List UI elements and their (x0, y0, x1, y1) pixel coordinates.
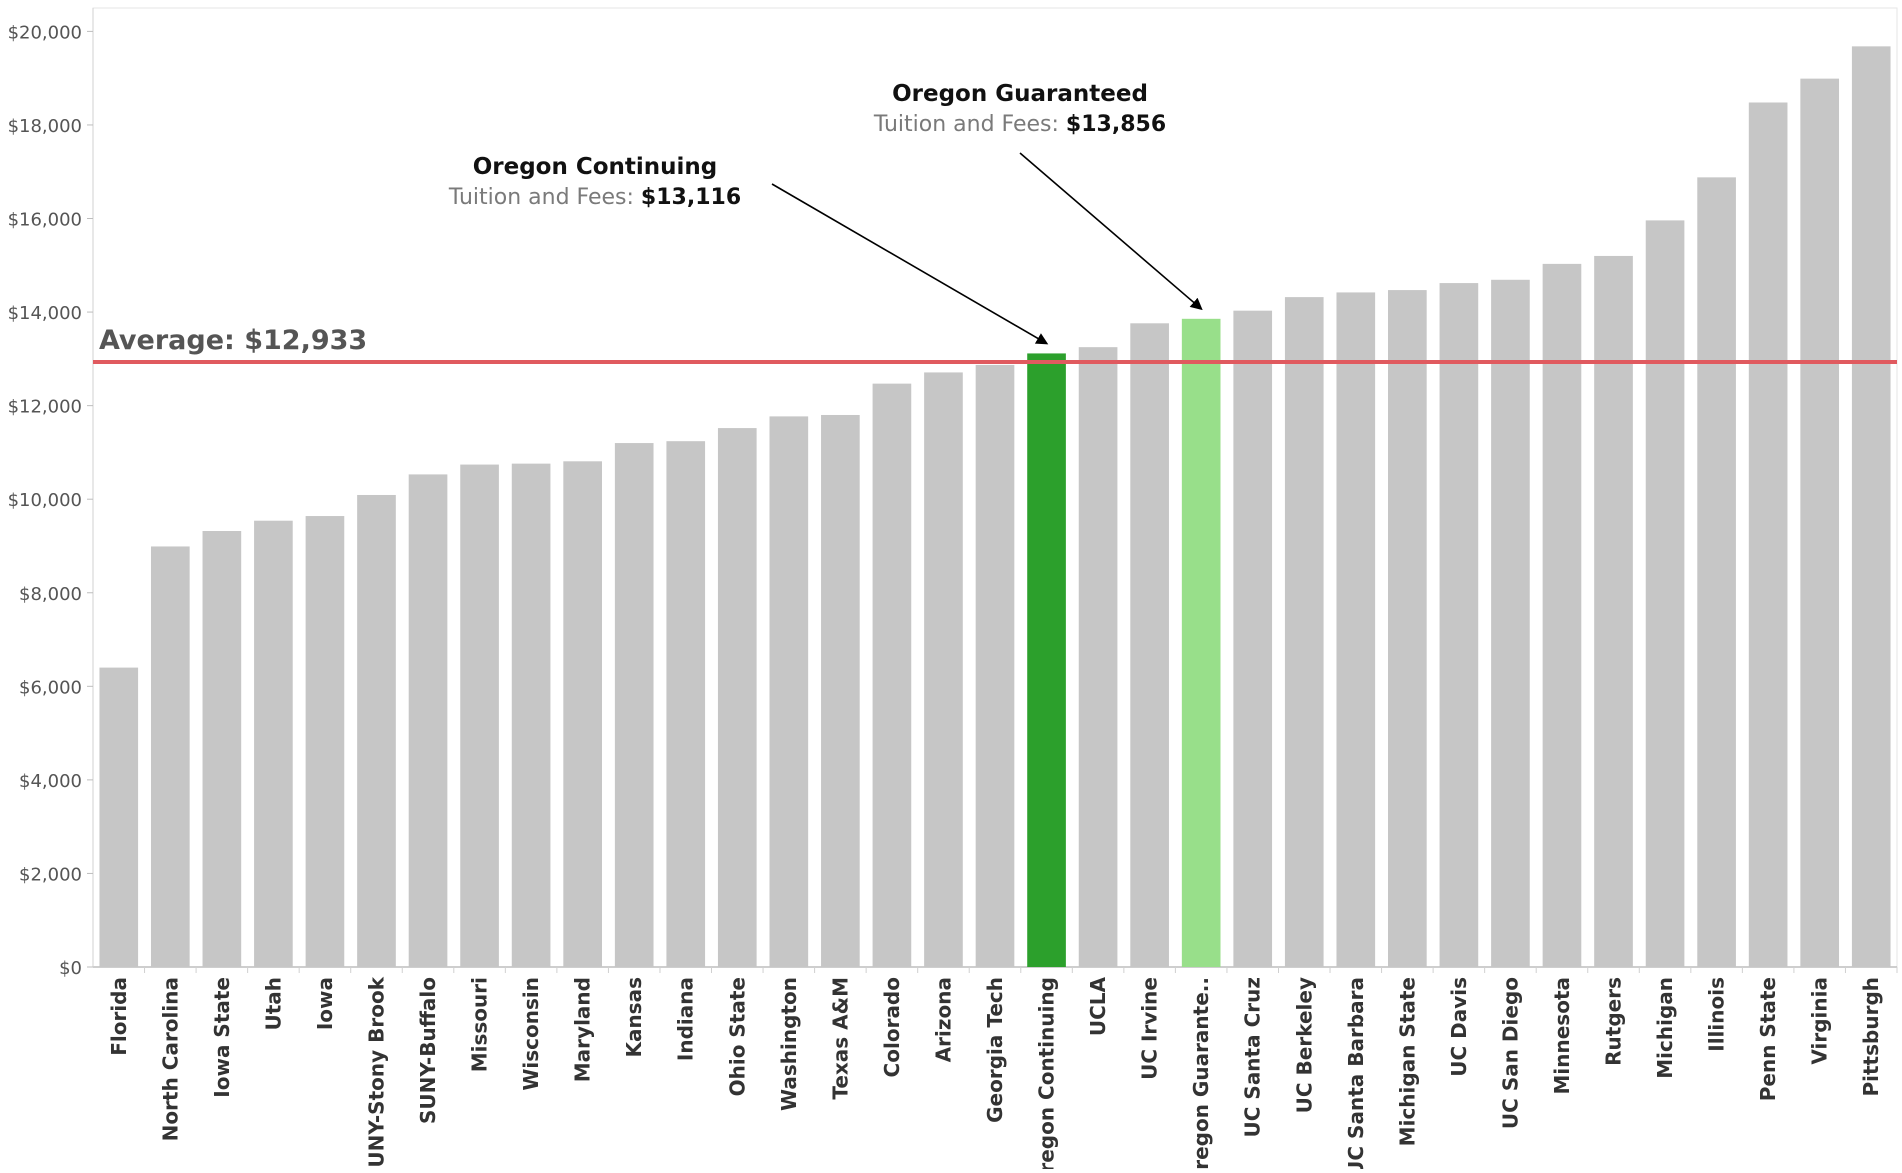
bar (1697, 177, 1736, 968)
bar (202, 531, 242, 967)
bar (1233, 310, 1273, 967)
category-label: Illinois (1705, 977, 1729, 1052)
bar (821, 414, 860, 967)
bar (99, 667, 139, 967)
bar (563, 461, 602, 967)
y-tick-label: $6,000 (19, 677, 82, 698)
annotation-subtitle: Tuition and Fees: $13,856 (873, 112, 1166, 137)
category-label: Florida (107, 977, 131, 1056)
bar (1594, 255, 1633, 967)
bar (1027, 353, 1066, 967)
bar (872, 383, 912, 967)
category-label: Michigan (1653, 977, 1677, 1079)
bar (1284, 297, 1324, 968)
annotation-title: Oregon Continuing (473, 154, 718, 180)
y-tick-label: $10,000 (8, 490, 82, 511)
category-label: Virginia (1808, 977, 1832, 1065)
category-label: Washington (777, 977, 801, 1111)
category-label: SUNY-Stony Brook (364, 976, 388, 1169)
category-label: Kansas (622, 977, 646, 1058)
category-label: Utah (261, 977, 285, 1031)
category-label: Wisconsin (519, 977, 543, 1091)
category-label: UC Irvine (1138, 977, 1162, 1080)
category-label: UC Berkeley (1292, 977, 1316, 1113)
y-tick-label: $18,000 (8, 116, 82, 137)
category-label: Texas A&M (828, 977, 852, 1100)
category-label: Iowa State (210, 977, 234, 1098)
category-label: SUNY-Buffalo (416, 977, 440, 1124)
bar (1181, 318, 1221, 967)
bar (769, 416, 809, 967)
annotation-value: $13,116 (641, 185, 741, 210)
category-label: Michigan State (1395, 977, 1419, 1146)
category-label: Indiana (674, 977, 698, 1061)
y-tick-label: $2,000 (19, 864, 82, 885)
bar (717, 428, 757, 968)
category-label: UC Davis (1447, 977, 1471, 1077)
category-label: Maryland (571, 977, 595, 1082)
category-label: North Carolina (158, 977, 182, 1141)
category-label: Minnesota (1550, 977, 1574, 1095)
category-label: Oregon Continuing (1035, 977, 1059, 1169)
bar (666, 441, 706, 967)
annotation-title: Oregon Guaranteed (892, 81, 1148, 107)
bar (1336, 292, 1376, 967)
category-label: Ohio State (725, 977, 749, 1096)
bar (305, 516, 345, 967)
average-label: Average: $12,933 (99, 325, 367, 356)
bar (511, 463, 551, 967)
category-label: UCLA (1086, 976, 1110, 1036)
category-label: Georgia Tech (983, 977, 1007, 1123)
bar (1645, 220, 1685, 967)
category-label: Pittsburgh (1859, 977, 1883, 1097)
category-label: Rutgers (1602, 977, 1626, 1066)
annotation-subtitle-text: Tuition and Fees: (448, 185, 641, 210)
y-tick-label: $12,000 (8, 397, 82, 418)
bar (357, 494, 396, 967)
bar (1851, 46, 1891, 968)
y-tick-label: $14,000 (8, 303, 82, 324)
bar (254, 520, 293, 967)
category-label: Arizona (931, 977, 955, 1062)
annotation-arrow (1019, 152, 1203, 311)
bar (1748, 102, 1788, 967)
category-label: Penn State (1756, 977, 1780, 1101)
bar (1491, 279, 1530, 967)
y-tick-label: $16,000 (8, 210, 82, 231)
bar (975, 364, 1015, 967)
bar (924, 372, 963, 967)
annotation-subtitle-text: Tuition and Fees: (873, 112, 1066, 137)
y-tick-label: $4,000 (19, 771, 82, 792)
bar (1800, 78, 1840, 967)
bar (408, 474, 448, 967)
category-label: UC Santa Cruz (1241, 977, 1265, 1137)
category-label: Colorado (880, 977, 904, 1077)
bar (1130, 323, 1169, 967)
y-tick-label: $8,000 (19, 584, 82, 605)
bar (1388, 290, 1427, 968)
annotation-subtitle: Tuition and Fees: $13,116 (448, 185, 741, 210)
category-label: UC Santa Barbara (1344, 977, 1368, 1169)
category-label: UC San Diego (1498, 977, 1522, 1129)
bar (1439, 283, 1479, 967)
y-tick-label: $20,000 (8, 22, 82, 43)
bar (614, 443, 654, 967)
bar (1542, 263, 1582, 967)
y-tick-label: $0 (59, 958, 82, 979)
category-label: Missouri (468, 977, 492, 1072)
annotation-arrow (771, 183, 1049, 345)
bar (1078, 347, 1118, 967)
annotation-value: $13,856 (1066, 112, 1166, 137)
bar (150, 546, 190, 967)
category-label: Iowa (313, 977, 337, 1030)
category-label: Oregon Guarante.. (1189, 977, 1213, 1169)
bar (460, 464, 499, 967)
